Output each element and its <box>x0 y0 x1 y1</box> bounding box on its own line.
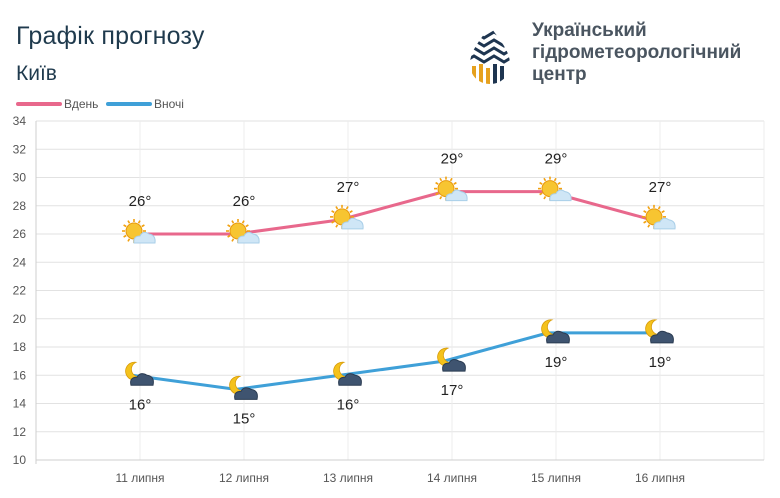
moon-cloud-icon <box>541 319 570 344</box>
data-label: 17° <box>441 382 464 399</box>
data-label: 15° <box>233 410 256 427</box>
logo-line-3: центр <box>532 64 587 85</box>
y-tick-label: 28 <box>13 199 27 213</box>
y-tick-label: 16 <box>13 368 27 382</box>
y-tick-label: 34 <box>13 114 27 128</box>
y-tick-label: 26 <box>13 227 27 241</box>
y-tick-label: 32 <box>13 142 27 156</box>
logo-line-2: гідрометеорологічний <box>532 42 742 63</box>
forecast-chart: 10 12 14 16 18 20 22 24 26 28 30 32 34 11 липня 12 лип… <box>13 97 765 485</box>
moon-cloud-icon <box>125 361 154 386</box>
logo-line-1: Український <box>532 20 647 41</box>
x-tick-label: 14 липня <box>427 471 477 485</box>
moon-cloud-icon <box>645 319 674 344</box>
chart-labels: 26° 26° 27° 29° 29° 27° 16° 15° 16° 17° 19° 19° <box>129 151 672 428</box>
data-label: 26° <box>129 193 152 210</box>
chart-icons <box>122 176 676 400</box>
y-tick-label: 24 <box>13 255 27 269</box>
data-label: 26° <box>233 193 256 210</box>
sun-cloud-icon <box>434 176 468 202</box>
x-tick-label: 13 липня <box>323 471 373 485</box>
water-drop-logo-icon <box>470 26 510 84</box>
data-label: 16° <box>337 396 360 413</box>
data-label: 29° <box>441 151 464 168</box>
x-tick-label: 12 липня <box>219 471 269 485</box>
data-label: 19° <box>545 354 568 371</box>
sun-cloud-icon <box>538 176 572 202</box>
y-tick-label: 14 <box>13 397 27 411</box>
x-tick-label: 16 липня <box>635 471 685 485</box>
data-label: 19° <box>649 354 672 371</box>
moon-cloud-icon <box>333 361 362 386</box>
y-tick-label: 30 <box>13 171 27 185</box>
legend-label: Вночі <box>154 97 184 111</box>
sun-cloud-icon <box>642 204 676 230</box>
data-label: 29° <box>545 151 568 168</box>
series-line-night <box>131 331 652 391</box>
chart-axes: 10 12 14 16 18 20 22 24 26 28 30 32 34 11 липня 12 лип… <box>13 114 764 485</box>
legend-label: Вдень <box>64 97 98 111</box>
data-label: 27° <box>649 179 672 196</box>
x-tick-label: 15 липня <box>531 471 581 485</box>
data-label: 27° <box>337 179 360 196</box>
logo-text: Український гідрометеорологічний центр <box>532 20 741 86</box>
page-title: Графік прогнозу <box>16 22 205 50</box>
series-line-day <box>132 190 653 236</box>
sun-cloud-icon <box>122 219 156 244</box>
ugc-logo: Український гідрометеорологічний центр <box>468 20 768 90</box>
y-tick-label: 22 <box>13 284 27 298</box>
chart-legend: Вдень Вночі <box>16 97 184 111</box>
city-name: Київ <box>16 62 57 85</box>
y-tick-label: 12 <box>13 425 27 439</box>
moon-cloud-icon <box>229 375 258 400</box>
x-tick-label: 11 липня <box>115 471 164 485</box>
sun-cloud-icon <box>226 219 260 244</box>
y-tick-label: 18 <box>13 340 27 354</box>
y-tick-label: 10 <box>13 453 27 467</box>
y-tick-label: 20 <box>13 312 27 326</box>
sun-cloud-icon <box>330 204 364 230</box>
data-label: 16° <box>129 396 152 413</box>
moon-cloud-icon <box>437 347 466 372</box>
